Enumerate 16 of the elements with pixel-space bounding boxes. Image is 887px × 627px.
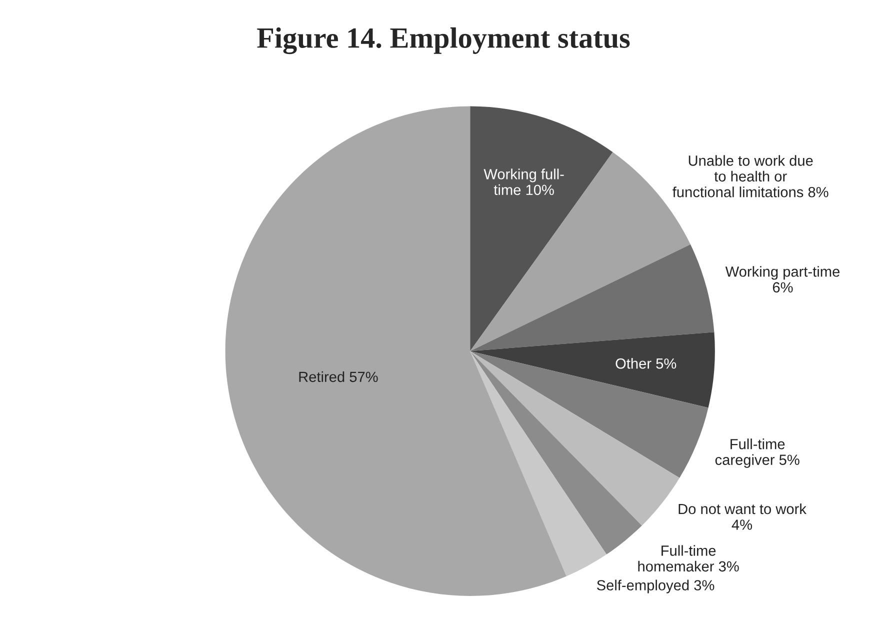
slice-label: Retired 57%: [299, 371, 378, 382]
slice-label: Working part-time: [725, 266, 840, 280]
slice-label: Self-employed 3%: [597, 580, 714, 594]
slice-label: Other 5%: [616, 358, 676, 369]
pie-slice: [470, 106, 613, 352]
slice-label: Do not want to work: [678, 503, 806, 514]
pie-slice: [470, 244, 714, 352]
pie-slice: [470, 332, 715, 408]
chart-title: Figure 14. Employment status: [257, 27, 630, 54]
slice-label: Full-time homemaker 3%: [638, 545, 739, 572]
data-label: 4%: [732, 520, 752, 530]
pie-slice: [470, 351, 708, 478]
data-label: 6%: [772, 282, 793, 293]
slice-label: Working full- time 10%: [484, 168, 564, 196]
slice-label: Unable to work due to health or functional limitations 8%: [672, 155, 828, 198]
slice-label: Full-time caregiver 5%: [715, 438, 800, 468]
